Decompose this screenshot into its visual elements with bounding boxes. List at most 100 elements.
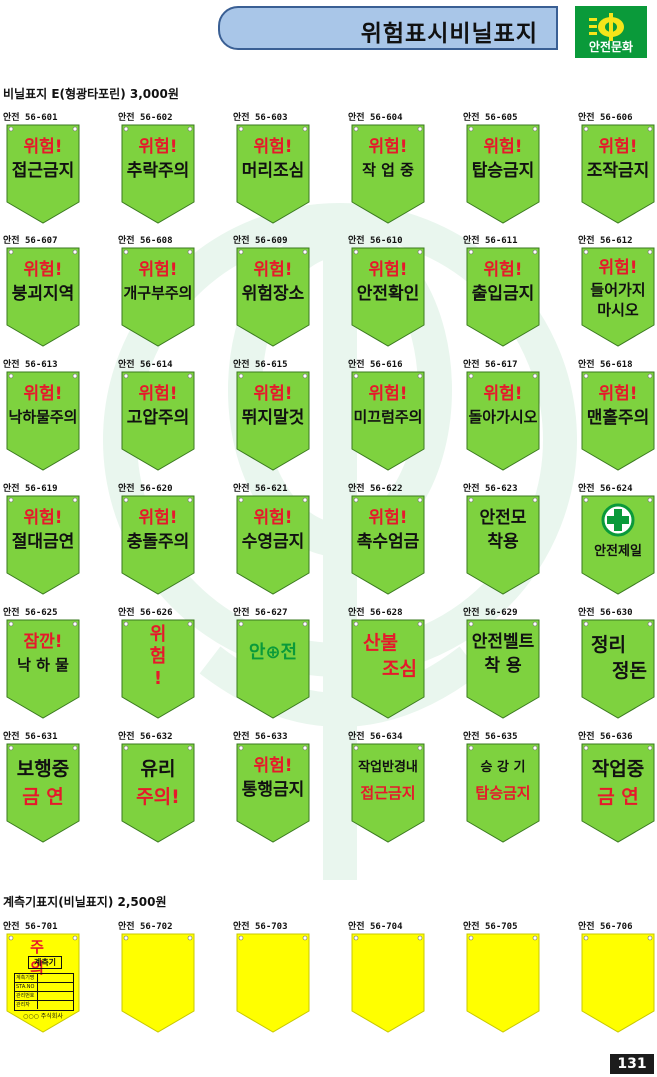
sign-text: 맨홀주의 [586, 408, 650, 428]
sign-text: 위험! [138, 260, 178, 280]
brand-logo: 안전문화 [575, 6, 647, 58]
vinyl-sign: 정리 정돈 [581, 619, 655, 719]
pennant-shape [121, 933, 195, 1033]
sign-item: 안전 56-616 위험! 미끄럼주의 [348, 357, 428, 479]
pennant-shape [6, 619, 80, 719]
pennant-shape [6, 247, 80, 347]
product-code: 안전 56-605 [463, 113, 518, 123]
gauge-sign [581, 933, 655, 1033]
sign-text: 위험! [253, 756, 293, 776]
product-code: 안전 56-636 [578, 732, 633, 742]
sign-text: 위험! [253, 508, 293, 528]
page-title-bar: 위험표시비닐표지 [218, 6, 558, 50]
pennant-shape [121, 124, 195, 224]
sign-text: 위험! [253, 384, 293, 404]
brand-logo-text: 안전문화 [588, 40, 634, 54]
product-code: 안전 56-701 [3, 922, 58, 932]
sign-text: 개구부주의 [123, 284, 193, 302]
sign-text: 위험! [483, 260, 523, 280]
sign-text: 조심 [382, 658, 417, 680]
sign-text: ! [153, 668, 163, 689]
product-code: 안전 56-604 [348, 113, 403, 123]
product-code: 안전 56-625 [3, 608, 58, 618]
pennant-shape [466, 495, 540, 595]
sign-item: 안전 56-624 안전제일 [578, 481, 657, 603]
sign-text: 위험! [253, 137, 293, 157]
product-code: 안전 56-702 [118, 922, 173, 932]
product-code: 안전 56-618 [578, 360, 633, 370]
sign-text: 고압주의 [126, 408, 190, 428]
product-code: 안전 56-627 [233, 608, 288, 618]
gauge-info-label: STA.NO [16, 983, 38, 991]
sign-text: 위험! [368, 508, 408, 528]
product-code: 안전 56-620 [118, 484, 173, 494]
sign-text: 수영금지 [241, 532, 305, 552]
sign-text: 작 업 중 [362, 161, 414, 179]
pennant-shape [236, 247, 310, 347]
gauge-info-label: 관리자 [16, 1001, 38, 1009]
brand-mark-icon [589, 13, 624, 41]
gauge-sign [121, 933, 195, 1033]
vinyl-sign: 위험! 붕괴지역 [6, 247, 80, 347]
gauge-info-row: 관리자 [15, 1001, 73, 1010]
sign-text: 위험! [23, 508, 63, 528]
pennant-shape [236, 619, 310, 719]
sign-text: 위험! [368, 260, 408, 280]
sign-text: 험 [149, 646, 167, 667]
pennant-shape [351, 495, 425, 595]
pennant-shape [581, 743, 655, 843]
sign-text: 위험! [598, 137, 638, 157]
sign-text: 정돈 [612, 660, 647, 682]
sign-item: 안전 56-611 위험! 출입금지 [463, 233, 543, 355]
pennant-shape [236, 743, 310, 843]
sign-item: 안전 56-625 잠깐! 낙 하 물 [3, 605, 83, 727]
product-code: 안전 56-622 [348, 484, 403, 494]
vinyl-sign: 위험! 머리조심 [236, 124, 310, 224]
sign-text: 위험! [23, 384, 63, 404]
vinyl-sign: 산불 조심 [351, 619, 425, 719]
sign-text: 출입금지 [471, 284, 535, 304]
sign-item: 안전 56-605 위험! 탑승금지 [463, 110, 543, 232]
sign-text: 조작금지 [586, 161, 650, 181]
sign-text: 위 [149, 624, 167, 645]
sign-text: 통행금지 [241, 780, 305, 800]
product-code: 안전 56-606 [578, 113, 633, 123]
vinyl-sign: 위험! 통행금지 [236, 743, 310, 843]
product-code: 안전 56-612 [578, 236, 633, 246]
gauge-info-row: 관리번호 [15, 992, 73, 1001]
product-code: 안전 56-631 [3, 732, 58, 742]
sign-text: 위험! [23, 260, 63, 280]
product-code: 안전 56-602 [118, 113, 173, 123]
vinyl-sign: 안전제일 [581, 495, 655, 595]
sign-item: 안전 56-615 위험! 뛰지말것 [233, 357, 313, 479]
product-code: 안전 56-617 [463, 360, 518, 370]
watermark-logo [103, 203, 577, 880]
product-code: 안전 56-608 [118, 236, 173, 246]
sign-item: 안전 56-636 작업중 금 연 [578, 729, 657, 851]
sign-text: 위험! [483, 137, 523, 157]
sign-item: 안전 56-630 정리 정돈 [578, 605, 657, 727]
gauge-info-row: STA.NO [15, 983, 73, 992]
pennant-shape [581, 619, 655, 719]
product-code: 안전 56-615 [233, 360, 288, 370]
product-code: 안전 56-626 [118, 608, 173, 618]
sign-text: 위험! [23, 137, 63, 157]
product-code: 안전 56-601 [3, 113, 58, 123]
sign-item: 안전 56-621 위험! 수영금지 [233, 481, 313, 603]
product-code: 안전 56-628 [348, 608, 403, 618]
vinyl-sign: 위험! 뛰지말것 [236, 371, 310, 471]
gauge-info-row: 계측기명 [15, 974, 73, 983]
gauge-sign [351, 933, 425, 1033]
pennant-shape [466, 743, 540, 843]
vinyl-sign: 안전벨트 착 용 [466, 619, 540, 719]
pennant-shape [121, 495, 195, 595]
sign-text: 탑승금지 [475, 784, 531, 802]
sign-text: 위험! [598, 384, 638, 404]
sign-text: 잠깐! [23, 632, 63, 652]
pennant-shape [236, 495, 310, 595]
pennant-shape [351, 619, 425, 719]
pennant-shape [466, 371, 540, 471]
vinyl-sign: 위험! 미끄럼주의 [351, 371, 425, 471]
pennant-shape [6, 743, 80, 843]
vinyl-sign: 작업반경내 접근금지 [351, 743, 425, 843]
